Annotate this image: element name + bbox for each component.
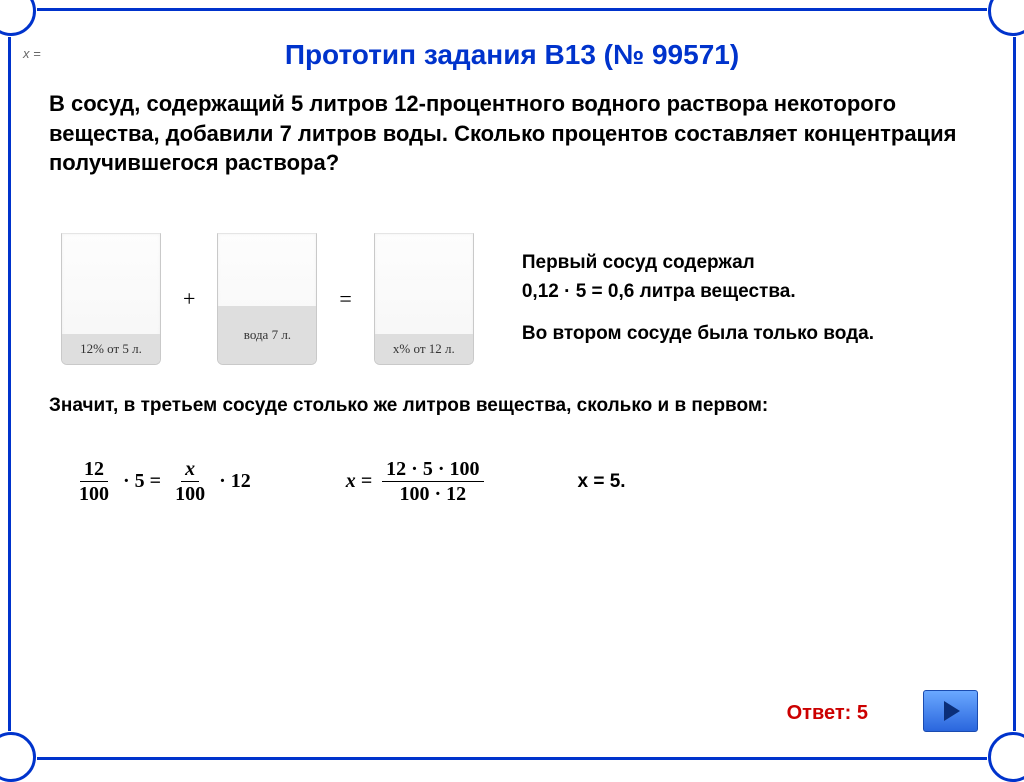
side-explanation: Первый сосуд содержал 0,12 · 5 = 0,6 лит… xyxy=(522,249,874,349)
vessel-3-label: x% от 12 л. xyxy=(393,341,455,357)
side-line-3: Во втором сосуде была только вода. xyxy=(522,320,874,349)
equals-operator: = xyxy=(339,286,351,312)
vessel-1-label: 12% от 5 л. xyxy=(80,341,142,357)
vessels-diagram: 12% от 5 л. + вода 7 л. = x% от 12 л. Пе… xyxy=(61,233,1013,365)
vessel-1-fill: 12% от 5 л. xyxy=(62,334,160,364)
slide-frame: x = Прототип задания B13 (№ 99571) В сос… xyxy=(8,8,1016,760)
vessel-3: x% от 12 л. xyxy=(374,233,474,365)
next-button[interactable] xyxy=(923,690,978,732)
corner-label: x = xyxy=(23,46,41,61)
mid-explanation: Значит, в третьем сосуде столько же литр… xyxy=(49,395,975,417)
equation-1: 12100 · 5 = x100 · 12 xyxy=(71,457,251,506)
play-icon xyxy=(938,698,964,724)
equation-result: x = 5. xyxy=(578,471,626,493)
problem-text: В сосуд, содержащий 5 литров 12-процентн… xyxy=(49,89,975,178)
vessel-1: 12% от 5 л. xyxy=(61,233,161,365)
vessel-2-label: вода 7 л. xyxy=(244,327,291,343)
side-line-2: 0,12 · 5 = 0,6 литра вещества. xyxy=(522,278,874,307)
vessel-2-fill: вода 7 л. xyxy=(218,306,316,365)
side-line-1: Первый сосуд содержал xyxy=(522,249,874,278)
plus-operator: + xyxy=(183,286,195,312)
equations-row: 12100 · 5 = x100 · 12 x = 12 · 5 · 10010… xyxy=(71,457,1013,506)
vessel-3-fill: x% от 12 л. xyxy=(375,334,473,364)
slide-title: Прототип задания B13 (№ 99571) xyxy=(11,39,1013,71)
answer-label: Ответ: 5 xyxy=(787,702,868,725)
equation-2: x = 12 · 5 · 100100 · 12 xyxy=(346,457,488,506)
vessel-2: вода 7 л. xyxy=(217,233,317,365)
